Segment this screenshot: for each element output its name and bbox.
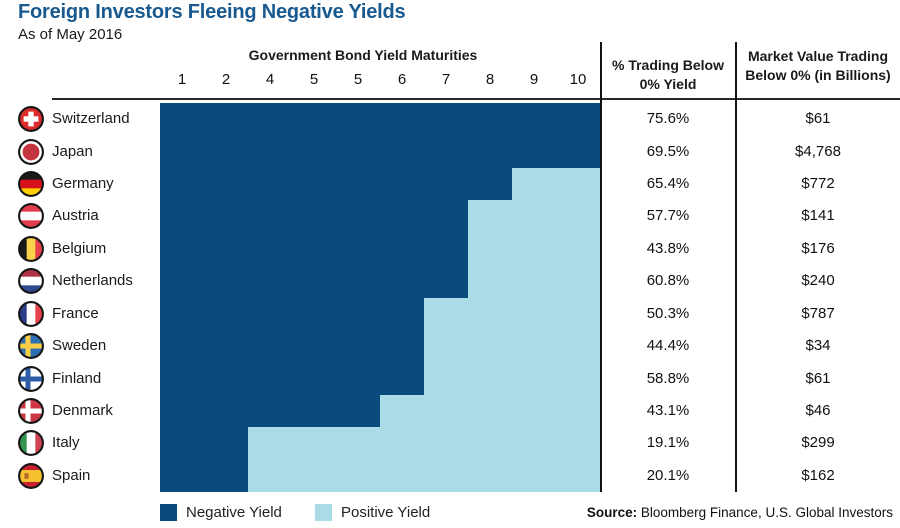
negative-yield-bar-france <box>160 298 424 330</box>
maturity-axis: 1 2 4 5 5 6 7 8 9 10 <box>160 71 600 91</box>
country-label: Switzerland <box>52 110 130 128</box>
maturity-tick: 1 <box>177 71 187 88</box>
negative-yield-bar-sweden <box>160 330 424 362</box>
country-label: Italy <box>52 434 80 452</box>
negative-yield-bar-netherlands <box>160 265 468 298</box>
maturity-tick: 10 <box>569 71 587 88</box>
header-rule <box>52 98 900 100</box>
pct-value: 60.8% <box>646 272 690 290</box>
spain-flag-icon <box>18 462 44 489</box>
market-value: $4,768 <box>795 142 841 160</box>
positive-yield-swatch <box>315 504 332 521</box>
finland-flag-icon <box>18 365 44 392</box>
pct-value: 44.4% <box>646 337 690 355</box>
pct-value: 57.7% <box>646 207 690 225</box>
france-flag-icon <box>18 300 44 327</box>
pct-column-header: % Trading Below 0% Yield <box>611 57 724 92</box>
pct-value: 69.5% <box>646 142 690 160</box>
market-value: $46 <box>805 401 831 419</box>
market-value: $61 <box>805 110 831 128</box>
maturity-tick: 7 <box>441 71 451 88</box>
denmark-flag-icon <box>18 398 44 424</box>
pct-value: 43.8% <box>646 239 690 257</box>
sweden-flag-icon <box>18 333 44 360</box>
country-label: Netherlands <box>52 272 133 290</box>
negative-yield-bar-germany <box>160 168 512 200</box>
pct-column-divider <box>600 42 602 492</box>
negative-yield-swatch <box>160 504 177 521</box>
negative-yield-bar-austria <box>160 200 468 233</box>
maturity-tick: 5 <box>353 71 363 88</box>
market-value: $772 <box>801 175 835 193</box>
maturity-tick: 8 <box>485 71 495 88</box>
pct-value: 19.1% <box>646 434 690 452</box>
pct-value: 50.3% <box>646 304 690 322</box>
negative-yield-bar-japan <box>160 135 600 168</box>
negative-yield-bar-italy <box>160 427 248 460</box>
belgium-flag-icon <box>18 235 44 262</box>
maturities-header: Government Bond Yield Maturities <box>248 47 478 63</box>
pct-value: 20.1% <box>646 466 690 484</box>
country-label: Denmark <box>52 401 113 419</box>
country-label: Japan <box>52 142 93 160</box>
market-value: $176 <box>801 239 835 257</box>
negative-yield-label: Negative Yield <box>186 504 282 521</box>
negative-yield-bar-switzerland <box>160 103 600 135</box>
source-label: Source: <box>586 505 638 520</box>
market-value: $61 <box>805 369 831 387</box>
market-value: $162 <box>801 466 835 484</box>
country-label: France <box>52 304 99 322</box>
market-value: $34 <box>805 337 831 355</box>
switzerland-flag-icon <box>18 106 44 133</box>
maturity-tick: 9 <box>529 71 539 88</box>
negative-yield-bar-belgium <box>160 233 468 265</box>
market-value: $299 <box>801 434 835 452</box>
positive-yield-label: Positive Yield <box>341 504 431 521</box>
germany-flag-icon <box>18 171 44 197</box>
netherlands-flag-icon <box>18 268 44 295</box>
country-label: Germany <box>52 175 114 193</box>
negative-yield-bar-spain <box>160 460 248 492</box>
pct-value: 43.1% <box>646 401 690 419</box>
yield-maturity-heatmap <box>160 103 600 492</box>
pct-value: 58.8% <box>646 369 690 387</box>
negative-yield-bar-finland <box>160 362 424 395</box>
market-value: $240 <box>801 272 835 290</box>
mv-column-divider <box>735 42 737 492</box>
market-value: $141 <box>801 207 835 225</box>
source-note: Source: Bloomberg Finance, U.S. Global I… <box>587 505 893 520</box>
subtitle-date: As of May 2016 <box>18 26 123 43</box>
maturity-tick: 5 <box>309 71 319 88</box>
maturity-tick: 2 <box>221 71 231 88</box>
pct-value: 75.6% <box>646 110 690 128</box>
negative-yield-bar-denmark <box>160 395 380 427</box>
market-value: $787 <box>801 304 835 322</box>
country-label: Sweden <box>52 337 107 355</box>
country-label: Spain <box>52 466 91 484</box>
pct-value: 65.4% <box>646 175 690 193</box>
maturity-tick: 4 <box>265 71 275 88</box>
source-text: Bloomberg Finance, U.S. Global Investors <box>637 505 893 520</box>
page-title: Foreign Investors Fleeing Negative Yield… <box>18 1 406 23</box>
maturity-tick: 6 <box>397 71 407 88</box>
country-label: Austria <box>52 207 99 225</box>
country-label: Belgium <box>52 239 107 257</box>
mv-column-header: Market Value Trading Below 0% (in Billio… <box>745 48 891 83</box>
italy-flag-icon <box>18 430 44 457</box>
austria-flag-icon <box>18 203 44 230</box>
country-label: Finland <box>52 369 102 387</box>
japan-flag-icon <box>18 138 44 165</box>
